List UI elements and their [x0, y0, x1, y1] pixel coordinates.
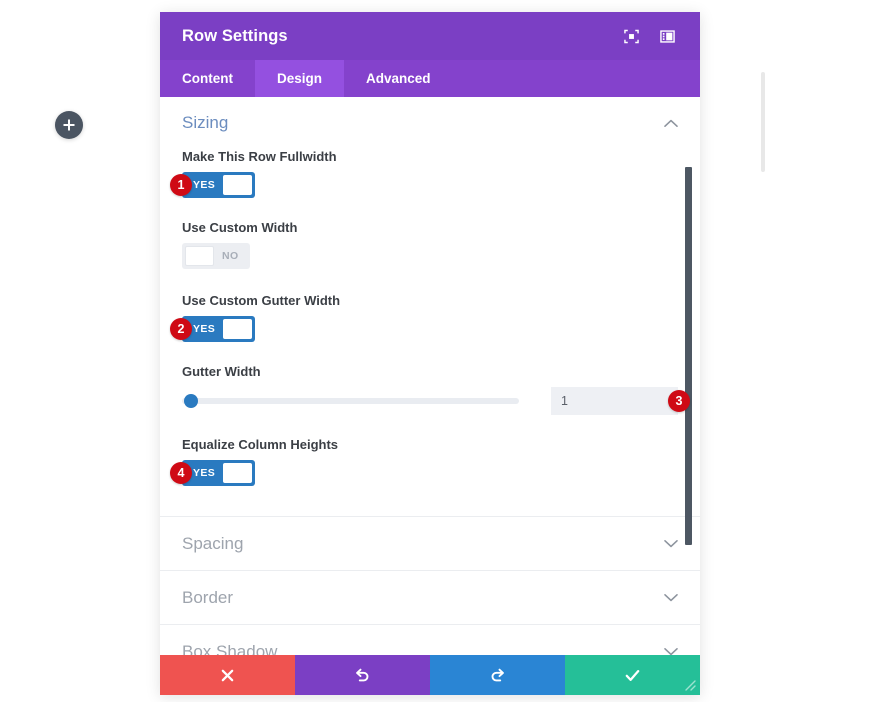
focus-target-glyph [623, 29, 639, 43]
gutter-width-input[interactable] [551, 387, 678, 415]
modal-action-bar [160, 655, 700, 695]
field-equalize-column-heights: Equalize Column Heights 4 YES [170, 437, 678, 490]
resize-handle[interactable] [678, 673, 700, 695]
tab-design[interactable]: Design [255, 60, 345, 97]
cancel-button[interactable] [160, 655, 295, 695]
section-box-shadow: Box Shadow [160, 625, 700, 655]
toggle-knob [223, 319, 253, 339]
modal-tab-bar: Content Design Advanced [160, 60, 700, 97]
field-make-row-fullwidth: Make This Row Fullwidth 1 YES [170, 149, 678, 202]
tab-content[interactable]: Content [182, 71, 233, 86]
modal-header: Row Settings [160, 12, 700, 60]
section-border: Border [160, 571, 700, 625]
section-sizing: Sizing Make This Row Fullwidth 1 YES [160, 97, 700, 517]
page-title: Row Settings [182, 26, 288, 45]
close-icon [221, 669, 234, 681]
step-badge-4: 4 [170, 462, 192, 484]
section-spacing: Spacing [160, 517, 700, 571]
step-badge-2: 2 [170, 318, 192, 340]
toggle-use-custom-width[interactable]: NO [182, 243, 250, 269]
modal-body: Sizing Make This Row Fullwidth 1 YES [160, 97, 700, 655]
panel-scrollbar-thumb[interactable] [685, 167, 692, 545]
check-icon [625, 669, 640, 681]
undo-icon [356, 668, 369, 681]
toggle-make-row-fullwidth[interactable]: YES [182, 172, 256, 198]
resize-grip-icon [685, 680, 696, 691]
panel-layout-glyph [659, 29, 675, 43]
field-label-use-custom-width: Use Custom Width [182, 220, 298, 235]
panel-layout-icon[interactable] [654, 23, 680, 49]
row-settings-modal: Row Settings Content Design Advanced [160, 12, 700, 695]
add-row-button[interactable] [55, 111, 83, 139]
toggle-value-equalize-column-heights: YES [193, 467, 216, 479]
toggle-value-use-custom-gutter-width: YES [193, 323, 216, 335]
field-label-gutter-width: Gutter Width [182, 364, 261, 379]
focus-target-icon[interactable] [618, 23, 644, 49]
redo-button[interactable] [430, 655, 565, 695]
toggle-wrap-use-custom-gutter-width: 2 YES [170, 316, 256, 342]
toggle-equalize-column-heights[interactable]: YES [182, 460, 256, 486]
step-badge-3: 3 [668, 390, 690, 412]
undo-button[interactable] [295, 655, 430, 695]
gutter-width-slider[interactable] [182, 391, 519, 411]
slider-track [182, 398, 519, 404]
field-use-custom-width: Use Custom Width NO [182, 220, 678, 275]
toggle-knob [223, 175, 253, 195]
gutter-width-control-row: 3 [182, 387, 690, 415]
slider-handle[interactable] [184, 394, 198, 408]
section-box-shadow-title: Box Shadow [182, 641, 278, 656]
chevron-down-icon [664, 647, 678, 655]
redo-icon [491, 668, 504, 681]
field-use-custom-gutter-width: Use Custom Gutter Width 2 YES [170, 293, 678, 346]
field-gutter-width: Gutter Width 3 [182, 364, 690, 419]
save-button[interactable] [565, 655, 700, 695]
toggle-knob [185, 246, 214, 266]
toggle-knob [223, 463, 253, 483]
plus-icon [63, 119, 75, 131]
field-label-make-row-fullwidth: Make This Row Fullwidth [182, 149, 337, 164]
sizing-fields: Make This Row Fullwidth 1 YES Use Custom… [170, 149, 690, 516]
step-badge-1: 1 [170, 174, 192, 196]
section-spacing-header[interactable]: Spacing [182, 517, 678, 570]
section-sizing-header[interactable]: Sizing [182, 97, 678, 149]
chevron-down-icon [664, 539, 678, 548]
page-scrollbar[interactable] [761, 72, 765, 172]
section-border-title: Border [182, 587, 234, 607]
section-sizing-title: Sizing [182, 113, 229, 132]
toggle-use-custom-gutter-width[interactable]: YES [182, 316, 256, 342]
toggle-wrap-use-custom-width: NO [182, 243, 250, 271]
section-box-shadow-header[interactable]: Box Shadow [182, 625, 678, 655]
toggle-value-make-row-fullwidth: YES [193, 179, 216, 191]
chevron-up-icon [664, 119, 678, 128]
panel-scrollbar-track[interactable] [685, 97, 696, 655]
section-border-header[interactable]: Border [182, 571, 678, 624]
chevron-down-icon [664, 593, 678, 602]
field-label-equalize-column-heights: Equalize Column Heights [182, 437, 339, 452]
gutter-width-number-field: 3 [551, 387, 690, 415]
toggle-wrap-make-row-fullwidth: 1 YES [170, 172, 256, 198]
field-label-use-custom-gutter-width: Use Custom Gutter Width [182, 293, 341, 308]
toggle-wrap-equalize-column-heights: 4 YES [170, 460, 256, 486]
section-spacing-title: Spacing [182, 533, 244, 553]
toggle-value-use-custom-width: NO [222, 250, 239, 262]
tab-advanced[interactable]: Advanced [366, 71, 431, 86]
